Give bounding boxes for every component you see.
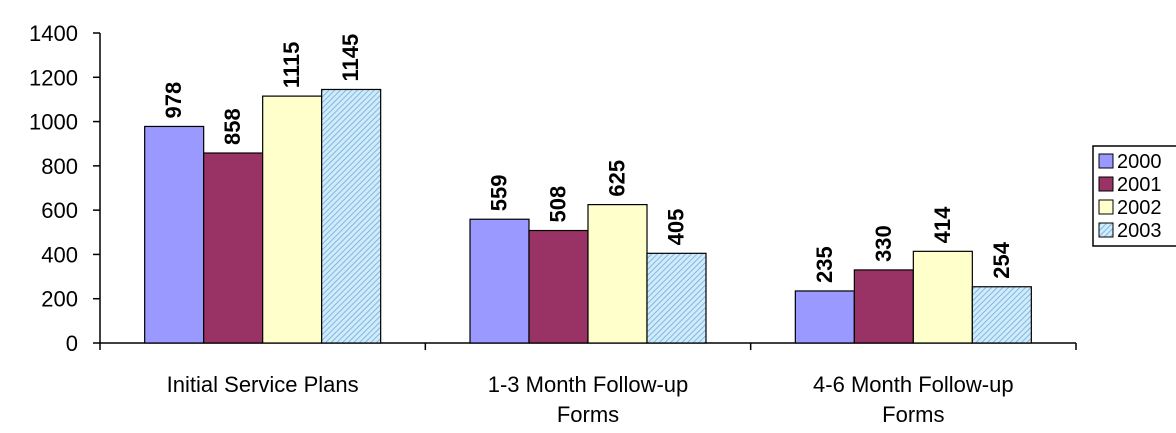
data-label: 978 bbox=[161, 82, 186, 119]
data-label: 414 bbox=[930, 206, 955, 243]
legend-swatch bbox=[1098, 199, 1114, 215]
bar-2003 bbox=[321, 88, 382, 344]
bar-2001 bbox=[853, 269, 914, 344]
y-tick-label: 1000 bbox=[29, 110, 78, 135]
y-tick-label: 400 bbox=[41, 242, 78, 267]
data-label: 405 bbox=[664, 209, 689, 246]
bar-2003 bbox=[971, 286, 1032, 344]
y-tick-label: 800 bbox=[41, 154, 78, 179]
plot-area: 0 200 400 600 800 1000 1200 1400 978 858 1115 1145 I… bbox=[29, 21, 1077, 427]
y-tick-label: 200 bbox=[41, 287, 78, 312]
legend-swatch bbox=[1098, 153, 1114, 169]
x-category-label: Initial Service Plans bbox=[167, 372, 359, 397]
bar-2001 bbox=[203, 152, 264, 344]
data-label: 508 bbox=[546, 186, 571, 223]
legend-swatch bbox=[1098, 176, 1114, 192]
legend-label: 2000 bbox=[1117, 151, 1162, 173]
y-tick-label: 600 bbox=[41, 198, 78, 223]
bar-2001 bbox=[528, 229, 589, 344]
bar-2000 bbox=[469, 218, 530, 344]
bar-2002 bbox=[262, 95, 323, 344]
data-label: 559 bbox=[487, 175, 512, 212]
y-tick-label: 0 bbox=[66, 331, 78, 356]
data-label: 625 bbox=[605, 160, 630, 197]
x-category-label: Forms bbox=[882, 402, 944, 427]
legend-swatch bbox=[1098, 222, 1114, 238]
y-tick-label: 1200 bbox=[29, 65, 78, 90]
data-label: 254 bbox=[989, 241, 1014, 278]
bar-2000 bbox=[144, 125, 205, 344]
data-label: 1145 bbox=[338, 34, 363, 82]
data-label: 1115 bbox=[279, 42, 304, 89]
data-label: 858 bbox=[220, 108, 245, 145]
legend-label: 2002 bbox=[1117, 197, 1162, 219]
data-label: 235 bbox=[812, 246, 837, 283]
bar-2002 bbox=[587, 204, 648, 344]
x-category-label: Forms bbox=[557, 402, 619, 427]
bar-2003 bbox=[646, 252, 707, 344]
legend-label: 2003 bbox=[1117, 220, 1162, 242]
bar-2002 bbox=[912, 250, 973, 344]
x-category-label: 4-6 Month Follow-up bbox=[813, 372, 1014, 397]
bar-2000 bbox=[794, 290, 855, 344]
legend-label: 2001 bbox=[1117, 174, 1162, 196]
data-label: 330 bbox=[871, 225, 896, 262]
y-tick-label: 1400 bbox=[29, 21, 78, 46]
x-category-label: 1-3 Month Follow-up bbox=[488, 372, 689, 397]
